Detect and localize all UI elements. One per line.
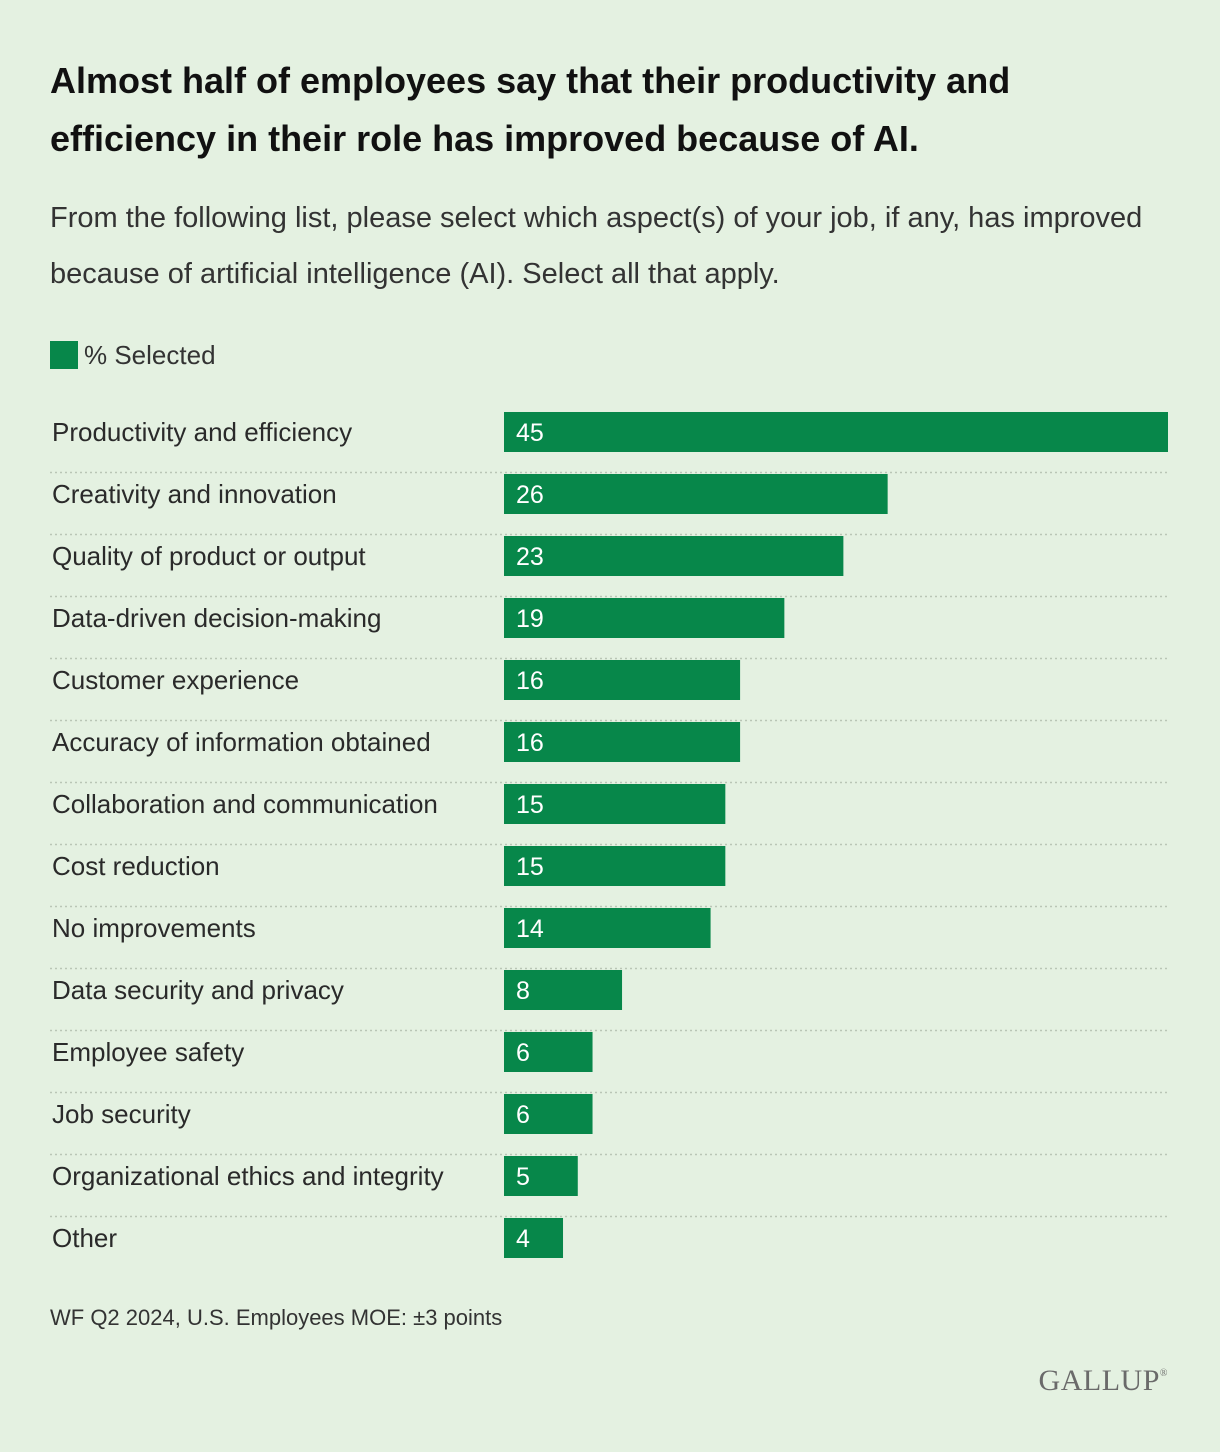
bar-value-label: 15 bbox=[516, 791, 544, 819]
category-label: Collaboration and communication bbox=[52, 789, 438, 819]
chart-title: Almost half of employees say that their … bbox=[50, 60, 1011, 159]
legend-label: % Selected bbox=[84, 339, 216, 370]
bar-value-label: 14 bbox=[516, 915, 544, 943]
bar bbox=[504, 846, 726, 886]
category-label: No improvements bbox=[52, 913, 256, 943]
bar-value-label: 16 bbox=[516, 667, 544, 695]
bar-value-label: 45 bbox=[516, 419, 544, 447]
bar bbox=[504, 908, 711, 948]
category-label: Job security bbox=[52, 1099, 191, 1129]
bar-value-label: 23 bbox=[516, 543, 544, 571]
category-label: Productivity and efficiency bbox=[52, 417, 352, 447]
category-label: Cost reduction bbox=[52, 851, 220, 881]
bar-value-label: 26 bbox=[516, 481, 544, 509]
registered-mark: ® bbox=[1159, 1368, 1168, 1379]
bar-value-label: 5 bbox=[516, 1163, 530, 1191]
category-label: Data security and privacy bbox=[52, 975, 344, 1005]
category-label: Customer experience bbox=[52, 665, 299, 695]
bar bbox=[504, 722, 741, 762]
bar-value-label: 16 bbox=[516, 729, 544, 757]
source-note: WF Q2 2024, U.S. Employees MOE: ±3 point… bbox=[50, 1305, 503, 1330]
bar bbox=[504, 1094, 593, 1134]
chart-subtitle: From the following list, please select w… bbox=[50, 202, 1143, 290]
bar bbox=[504, 1156, 578, 1196]
bar bbox=[504, 1218, 564, 1258]
gallup-logo: GALLUP® bbox=[1039, 1364, 1168, 1398]
bar bbox=[504, 970, 623, 1010]
bar bbox=[504, 1032, 593, 1072]
legend: % Selected bbox=[50, 338, 216, 372]
category-label: Organizational ethics and integrity bbox=[52, 1161, 444, 1191]
bar bbox=[504, 536, 844, 576]
bar bbox=[504, 660, 741, 700]
category-label: Accuracy of information obtained bbox=[52, 727, 431, 757]
bar-value-label: 15 bbox=[516, 853, 544, 881]
bar-value-label: 4 bbox=[516, 1225, 530, 1253]
bar bbox=[504, 784, 726, 824]
bar-chart: Productivity and efficiency 45 Creativity … bbox=[50, 410, 1170, 1278]
bar-chart-svg: Productivity and efficiency 45Creativity … bbox=[50, 412, 1170, 1258]
category-label: Data-driven decision-making bbox=[52, 603, 381, 633]
bar-value-label: 8 bbox=[516, 977, 530, 1005]
bar-value-label: 6 bbox=[516, 1039, 530, 1067]
category-label: Employee safety bbox=[52, 1037, 244, 1067]
bar-value-label: 6 bbox=[516, 1101, 530, 1129]
bar bbox=[504, 412, 1168, 452]
category-label: Quality of product or output bbox=[52, 541, 366, 571]
bar bbox=[504, 598, 785, 638]
category-label: Creativity and innovation bbox=[52, 479, 337, 509]
bar-value-label: 19 bbox=[516, 605, 544, 633]
category-label: Other bbox=[52, 1223, 117, 1253]
logo-text: GALLUP bbox=[1038, 1364, 1160, 1397]
legend-swatch-icon bbox=[50, 341, 78, 369]
bar bbox=[504, 474, 888, 514]
